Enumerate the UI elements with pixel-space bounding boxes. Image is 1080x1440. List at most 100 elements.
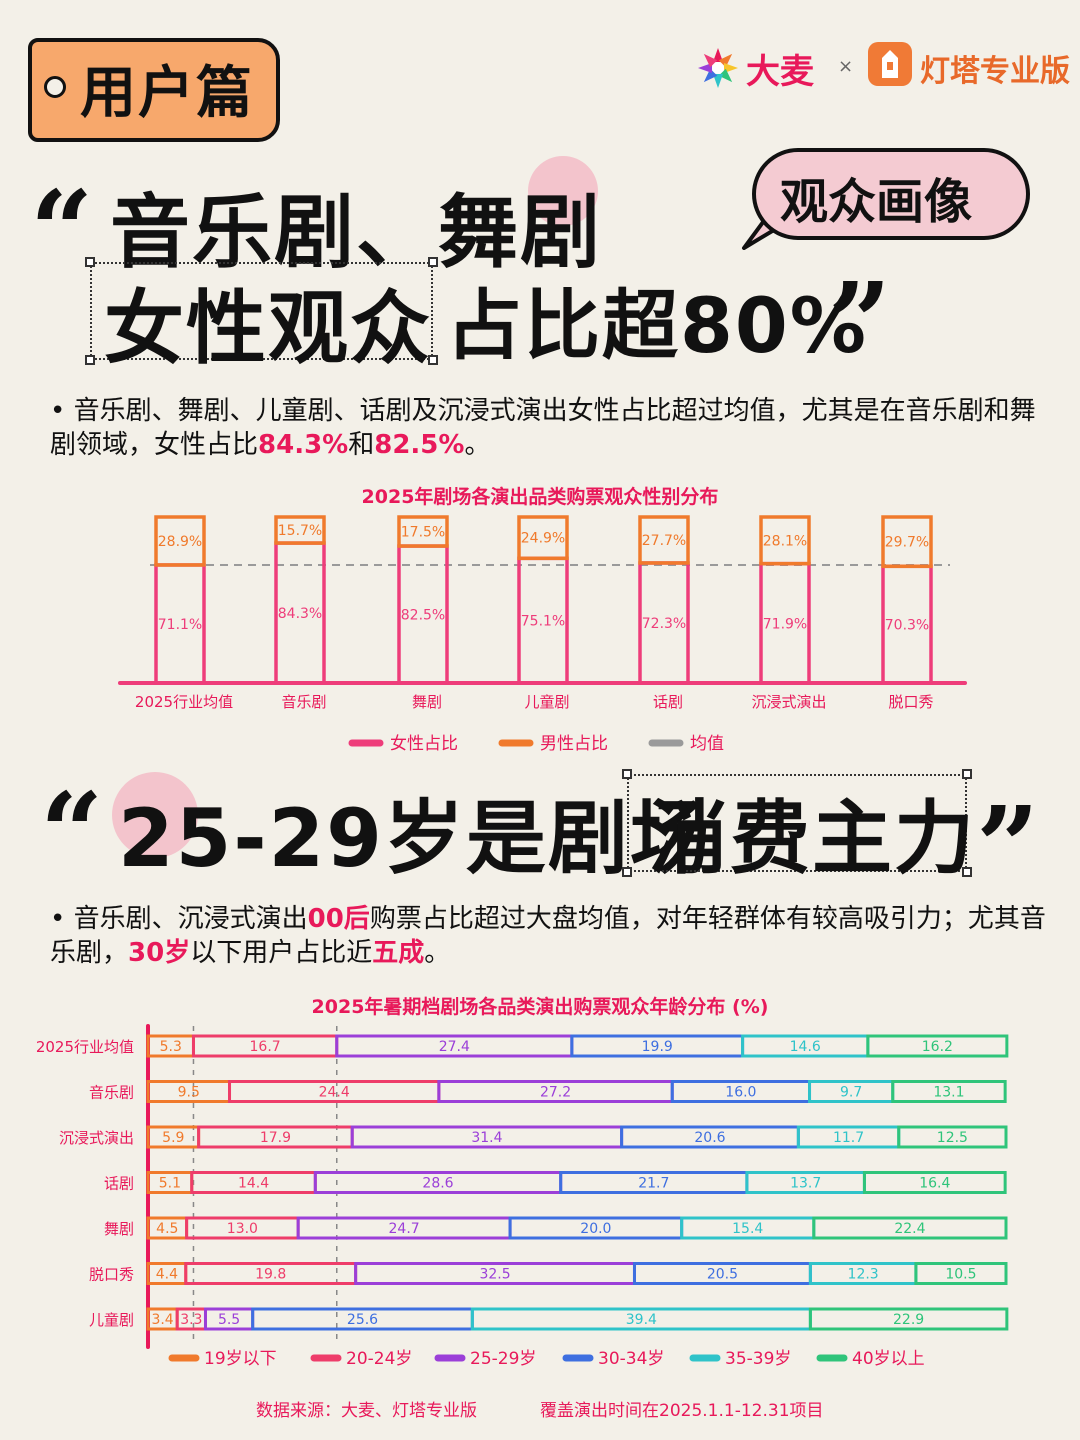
male-value-label: 28.9% <box>158 534 202 550</box>
legend-label: 35-39岁 <box>725 1349 791 1369</box>
segment-value-label: 25.6 <box>347 1312 378 1328</box>
chart1-title: 2025年剧场各演出品类购票观众性别分布 <box>361 486 719 508</box>
tag-hole <box>44 76 66 98</box>
category-label: 2025行业均值 <box>135 693 233 711</box>
category-label: 音乐剧 <box>89 1084 134 1102</box>
category-label: 2025行业均值 <box>36 1038 134 1056</box>
legend-label: 均值 <box>690 734 724 754</box>
open-quote-icon: “ <box>40 768 104 897</box>
bullet-1: • 音乐剧、舞剧、儿童剧、话剧及沉浸式演出女性占比超过均值，尤其是在音乐剧和舞剧… <box>50 396 1036 460</box>
segment-value-label: 12.3 <box>848 1267 879 1283</box>
male-value-label: 27.7% <box>642 533 686 549</box>
segment-value-label: 20.5 <box>707 1267 738 1283</box>
dengta-logo-icon <box>868 42 912 86</box>
age-segment <box>808 1307 1009 1331</box>
category-label: 沉浸式演出 <box>751 693 826 711</box>
segment-value-label: 13.0 <box>227 1221 258 1237</box>
age-segment <box>897 1125 1008 1149</box>
segment-value-label: 32.5 <box>479 1267 510 1283</box>
segment-value-label: 9.5 <box>178 1085 200 1101</box>
segment-value-label: 39.4 <box>626 1312 657 1328</box>
male-value-label: 15.7% <box>278 523 322 539</box>
segment-value-label: 20.6 <box>694 1130 725 1146</box>
age-segment <box>866 1034 1009 1058</box>
selection-handle <box>428 257 438 267</box>
male-bar <box>759 515 811 566</box>
legend-label: 25-29岁 <box>470 1349 536 1369</box>
brand-separator: × <box>838 56 854 77</box>
male-value-label: 24.9% <box>521 531 565 547</box>
selection-handle <box>962 867 972 877</box>
category-label: 脱口秀 <box>89 1266 134 1284</box>
segment-value-label: 9.7 <box>840 1085 862 1101</box>
segment-value-label: 13.1 <box>933 1085 964 1101</box>
category-label: 儿童剧 <box>89 1311 134 1329</box>
headline-2-main: 25-29岁是剧场 <box>118 792 712 885</box>
female-value-label: 72.3% <box>642 616 686 632</box>
male-value-label: 29.7% <box>885 535 929 551</box>
segment-value-label: 13.7 <box>790 1176 821 1192</box>
segment-value-label: 16.7 <box>250 1039 281 1055</box>
male-bar <box>881 515 933 569</box>
segment-value-label: 28.6 <box>422 1176 453 1192</box>
headline-1-rest: 占比超80% <box>446 281 868 370</box>
segment-value-label: 12.5 <box>937 1130 968 1146</box>
segment-value-label: 11.7 <box>833 1130 864 1146</box>
legend-label: 40岁以上 <box>852 1349 925 1369</box>
segment-value-label: 4.4 <box>156 1267 178 1283</box>
close-quote-icon: ” <box>828 258 892 387</box>
female-value-label: 70.3% <box>885 618 929 634</box>
segment-value-label: 14.6 <box>790 1039 821 1055</box>
selection-handle <box>962 769 972 779</box>
male-bar <box>274 515 326 545</box>
brand-dengta: 灯塔专业版 <box>920 54 1070 89</box>
segment-value-label: 16.0 <box>725 1085 756 1101</box>
category-label: 舞剧 <box>104 1220 134 1238</box>
selection-handle <box>85 257 95 267</box>
age-segment <box>914 1262 1008 1285</box>
close-quote-icon: ” <box>976 782 1040 911</box>
legend-label: 女性占比 <box>390 734 458 754</box>
headline-2-boxed: 消费主力 <box>648 792 976 885</box>
chart2-title: 2025年暑期档剧场各品类演出购票观众年龄分布 (%) <box>311 996 769 1018</box>
headline-1-boxed: 女性观众 <box>104 282 432 375</box>
male-bar <box>638 515 690 565</box>
legend-label: 19岁以下 <box>204 1349 277 1369</box>
legend-label: 20-24岁 <box>346 1349 412 1369</box>
segment-value-label: 5.9 <box>162 1130 184 1146</box>
gender-chart: 71.1% 28.9% 2025行业均值 84.3% 15.7% 音乐剧 82.5% 17.5… <box>118 515 967 754</box>
segment-value-label: 27.2 <box>540 1085 571 1101</box>
segment-value-label: 31.4 <box>471 1130 502 1146</box>
decor-dot <box>528 156 598 226</box>
segment-value-label: 14.4 <box>238 1176 269 1192</box>
segment-value-label: 24.4 <box>319 1085 350 1101</box>
segment-value-label: 10.5 <box>945 1267 976 1283</box>
data-source: 数据来源：大麦、灯塔专业版 <box>256 1401 477 1421</box>
category-label: 音乐剧 <box>281 693 326 711</box>
segment-value-label: 15.4 <box>732 1221 763 1237</box>
selection-handle <box>85 355 95 365</box>
segment-value-label: 19.8 <box>255 1267 286 1283</box>
segment-value-label: 17.9 <box>260 1130 291 1146</box>
age-segment <box>862 1171 1007 1194</box>
speech-bubble <box>752 148 1030 240</box>
male-bar <box>517 515 569 561</box>
category-label: 脱口秀 <box>888 693 933 711</box>
age-segment <box>891 1080 1007 1103</box>
bullet-2: • 音乐剧、沉浸式演出00后购票占比超过大盘均值，对年轻群体有较高吸引力；尤其音… <box>50 904 1046 968</box>
brand-damai: 大麦 <box>746 52 814 92</box>
segment-value-label: 24.7 <box>389 1221 420 1237</box>
segment-value-label: 22.9 <box>893 1312 924 1328</box>
section-tag-label: 用户篇 <box>80 61 254 126</box>
category-label: 话剧 <box>653 693 683 711</box>
male-value-label: 17.5% <box>401 525 445 541</box>
bubble-label: 观众画像 <box>780 174 973 230</box>
segment-value-label: 19.9 <box>642 1039 673 1055</box>
female-value-label: 75.1% <box>521 614 565 630</box>
selection-handle <box>622 769 632 779</box>
category-label: 儿童剧 <box>524 693 569 711</box>
selection-box <box>90 262 433 360</box>
coverage-note: 覆盖演出时间在2025.1.1-12.31项目 <box>540 1401 824 1421</box>
segment-value-label: 20.0 <box>580 1221 611 1237</box>
segment-value-label: 5.5 <box>218 1312 240 1328</box>
